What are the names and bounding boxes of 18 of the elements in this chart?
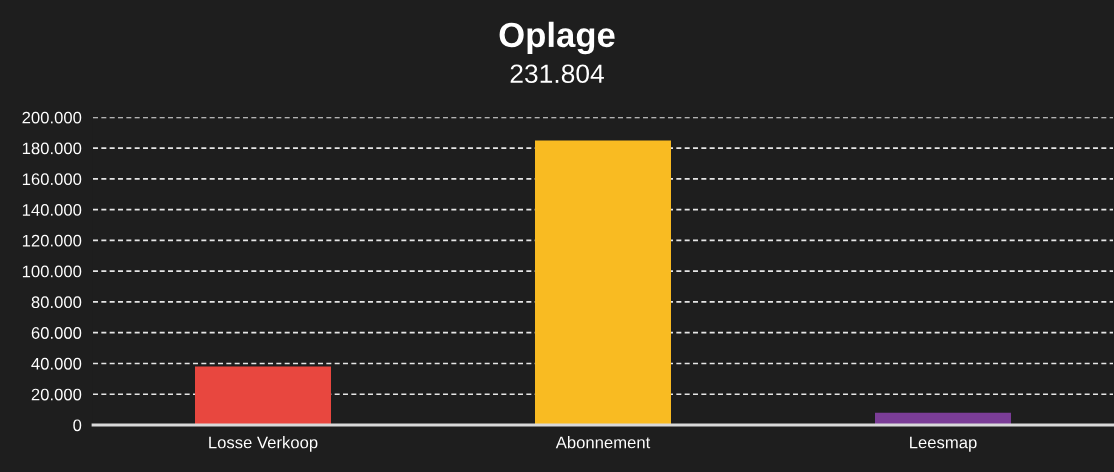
x-tick-label: Losse Verkoop [209, 436, 318, 452]
bar [535, 140, 671, 425]
chart-title: Oplage [499, 21, 615, 55]
y-tick-label: 60.000 [31, 327, 82, 339]
y-tick-label: 80.000 [31, 296, 82, 309]
x-tick-label: Abonnement [555, 436, 651, 449]
y-tick-label: 160.000 [22, 173, 82, 186]
y-tick-label: 120.000 [22, 234, 82, 247]
bar [195, 366, 331, 425]
y-tick-label: 140.000 [22, 204, 82, 216]
y-tick-label: 20.000 [31, 388, 82, 401]
x-tick-label: Leesmap [910, 436, 977, 452]
y-tick-label: 40.000 [31, 357, 82, 370]
y-tick-label: 0 [73, 419, 82, 432]
y-tick-label: 200.000 [22, 111, 82, 124]
y-tick-label: 100.000 [22, 265, 82, 278]
y-tick-label: 180.000 [22, 142, 82, 155]
chart-subtitle: 231.804 [510, 64, 604, 84]
